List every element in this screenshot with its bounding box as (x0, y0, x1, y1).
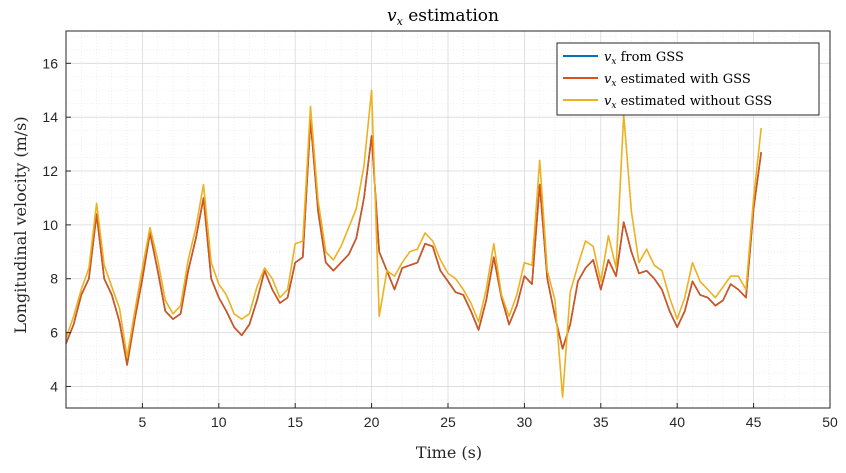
x-tick-label: 15 (287, 414, 303, 430)
x-tick-label: 35 (593, 414, 609, 430)
legend-entry-with-gss: vx estimated with GSS (604, 72, 751, 89)
tick-labels: 5 10 15 20 25 30 35 40 45 50 4 6 8 10 12 14 16 (42, 55, 838, 430)
y-tick-label: 16 (42, 55, 58, 71)
x-tick-label: 30 (517, 414, 533, 430)
legend-sub: x (611, 79, 616, 89)
x-tick-label: 50 (822, 414, 838, 430)
legend-entry-without-gss: vx estimated without GSS (604, 94, 772, 111)
legend-var: v (604, 50, 612, 65)
legend-rest: estimated without GSS (616, 94, 772, 109)
x-tick-label: 10 (211, 414, 227, 430)
legend-sub: x (611, 101, 616, 111)
y-tick-label: 8 (50, 271, 58, 287)
y-tick-label: 12 (42, 163, 58, 179)
title-subscript: x (397, 15, 404, 28)
legend-var: v (604, 94, 612, 109)
y-tick-label: 10 (42, 217, 58, 233)
x-tick-label: 5 (139, 414, 147, 430)
series-layer (65, 89, 762, 399)
y-axis-label: Longitudinal velocity (m/s) (11, 116, 30, 333)
x-tick-label: 20 (364, 414, 380, 430)
legend: vx from GSS vx estimated with GSS vx est… (556, 42, 820, 116)
title-variable: v (387, 6, 397, 26)
x-axis-label: Time (s) (416, 443, 482, 462)
x-tick-label: 40 (669, 414, 685, 430)
title-rest: estimation (403, 6, 499, 26)
y-tick-label: 4 (50, 378, 58, 394)
x-tick-label: 45 (746, 414, 762, 430)
y-tick-label: 14 (42, 109, 58, 125)
legend-box (556, 42, 820, 116)
legend-sub: x (611, 57, 616, 67)
legend-rest: from GSS (616, 50, 683, 65)
legend-entry-gss: vx from GSS (604, 50, 684, 67)
x-tick-label: 25 (440, 414, 456, 430)
y-tick-label: 6 (50, 325, 58, 341)
legend-rest: estimated with GSS (616, 72, 750, 87)
chart-title: vx estimation (387, 6, 499, 28)
series-line-estimated-without-gss (65, 89, 762, 399)
series-line-estimated-with-gss (65, 119, 762, 366)
legend-var: v (604, 72, 612, 87)
